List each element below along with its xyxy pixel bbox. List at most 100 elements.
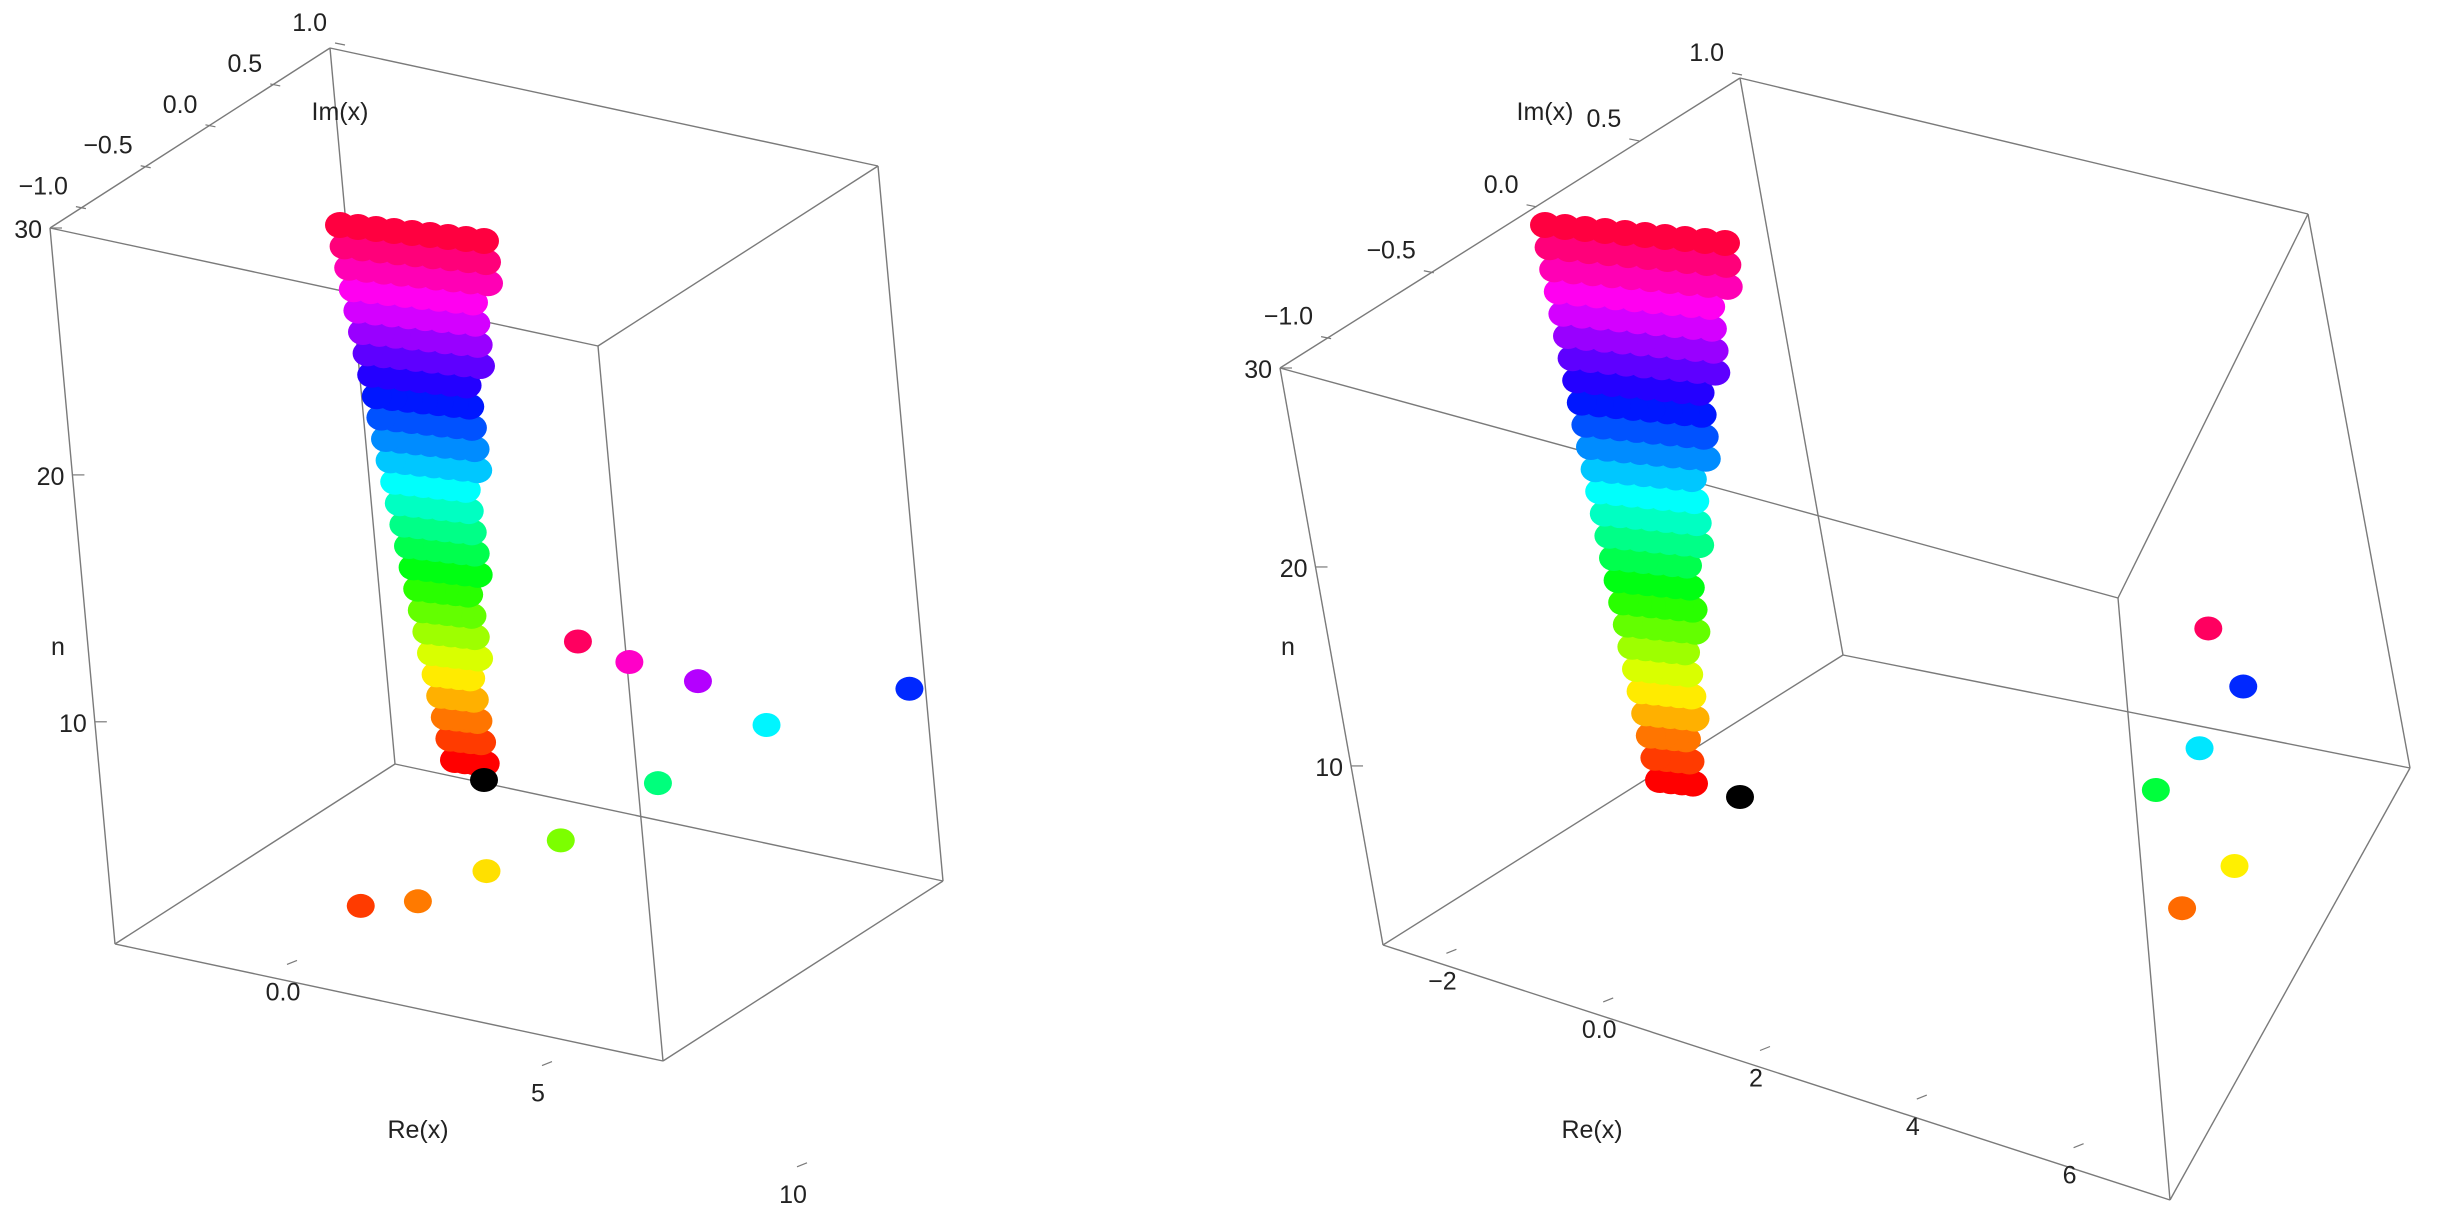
box-edge (2169, 767, 2411, 1201)
box-edge (597, 165, 879, 347)
cluster-point (338, 276, 369, 303)
cluster-point (421, 661, 452, 688)
cluster-point (1640, 744, 1671, 771)
data-point (895, 676, 924, 701)
box-edge (2117, 213, 2309, 599)
base-point (1726, 785, 1754, 809)
cluster-point (1539, 256, 1570, 283)
cluster-point (375, 447, 406, 474)
im-tick-label: 1.0 (1689, 39, 1724, 67)
cluster-point (325, 212, 355, 238)
data-point (752, 713, 781, 738)
im-tick-label: −0.5 (1366, 237, 1415, 265)
cluster-point (389, 511, 420, 538)
box-edge (1842, 654, 2411, 769)
data-point (643, 771, 672, 796)
im-axis-label: Im(x) (1517, 98, 1574, 126)
data-point (546, 828, 575, 853)
outlier-points (2141, 616, 2258, 921)
cluster-point (1589, 500, 1620, 527)
box-edge (49, 227, 599, 347)
cluster-point (417, 640, 447, 666)
cluster-point (403, 575, 434, 602)
box-edge (114, 943, 664, 1062)
re-tick-label: −2 (1428, 967, 1457, 995)
box-edge (1739, 77, 1844, 656)
im-tick-label: 0.0 (1484, 171, 1519, 199)
data-point (472, 859, 501, 884)
cluster-point (1603, 567, 1634, 594)
re-tick-label: 4 (1906, 1113, 1920, 1141)
cluster-point (357, 361, 388, 388)
n-tick-label: 10 (59, 710, 87, 738)
cluster-point (1599, 545, 1629, 571)
re-tick (2073, 1143, 2084, 1149)
cluster-point (384, 490, 415, 517)
cluster-point (426, 682, 457, 709)
cluster-point (394, 533, 424, 559)
cluster-point (1635, 722, 1666, 749)
im-tick (1320, 336, 1332, 340)
box-edge (1382, 654, 1844, 946)
cluster-point (1622, 656, 1652, 682)
n-tick-label: 20 (37, 463, 65, 491)
re-tick-label: 10 (779, 1181, 807, 1209)
cluster-point (1612, 611, 1643, 638)
cluster-point (1566, 389, 1597, 416)
cluster-point (1580, 456, 1611, 483)
box-edge (1279, 367, 1384, 946)
im-tick (205, 124, 216, 128)
re-tick (1759, 1045, 1771, 1052)
re-tick (1602, 997, 1614, 1003)
cluster-point (1571, 411, 1602, 438)
box-edge (597, 345, 664, 1062)
im-tick (1423, 270, 1434, 274)
data-point (403, 889, 432, 914)
cluster-point (361, 383, 392, 410)
im-tick-label: −1.0 (1264, 303, 1313, 331)
cluster-point (430, 704, 461, 731)
box-edge (329, 47, 396, 765)
re-tick (796, 1162, 808, 1168)
plot3d-panel-1: 0.0 5 10 Re(x) −1.0 −0.5 0.0 0.5 1.0 Im(x) 10 20 30 n (14, 9, 944, 1209)
cluster-point (371, 426, 401, 452)
data-point (2194, 616, 2223, 641)
cluster-point (1608, 589, 1639, 616)
re-tick-label: 2 (1749, 1065, 1763, 1093)
box-edge (2307, 213, 2411, 769)
cluster-point (380, 468, 411, 495)
data-point (563, 629, 592, 654)
data-point (615, 650, 644, 675)
n-axis-label: n (51, 633, 65, 661)
data-point (346, 893, 375, 918)
cluster-point (1585, 478, 1616, 505)
im-tick (334, 42, 346, 46)
root-cluster (325, 212, 504, 777)
im-tick (1731, 72, 1743, 76)
box-edge (49, 47, 331, 229)
cluster-point (1626, 678, 1657, 705)
cluster-point (1548, 300, 1579, 327)
im-tick-label: 1.0 (292, 9, 327, 37)
n-tick-label: 10 (1315, 754, 1343, 782)
outlier-points (346, 629, 924, 918)
im-tick-label: 0.5 (1587, 105, 1622, 133)
cluster-point (1576, 434, 1606, 460)
cluster-point (407, 597, 438, 624)
cluster-point (1543, 278, 1574, 305)
im-tick-label: 0.0 (163, 91, 198, 119)
re-axis-label: Re(x) (1561, 1116, 1622, 1144)
re-tick (1446, 948, 1457, 954)
re-tick-label: 6 (2063, 1162, 2077, 1190)
cluster-point (1553, 323, 1583, 349)
cluster-point (1562, 367, 1593, 394)
cluster-point (435, 725, 466, 752)
im-tick-label: −1.0 (19, 173, 68, 201)
im-tick (270, 83, 281, 87)
cluster-point (352, 340, 383, 367)
box-edge (877, 165, 944, 882)
box-edge (662, 880, 944, 1062)
n-axis-label: n (1281, 633, 1295, 661)
box-edge (1382, 944, 2171, 1201)
